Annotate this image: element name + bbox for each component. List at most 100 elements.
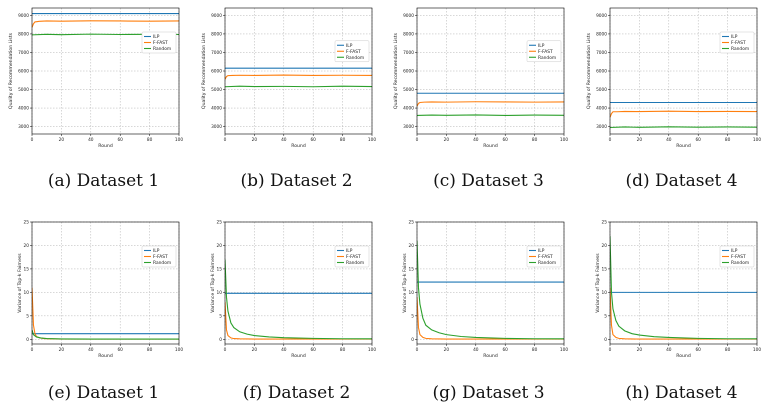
y-tick-label: 5000 <box>596 87 607 93</box>
y-tick-label: 25 <box>602 220 608 226</box>
y-tick-label: 5 <box>26 313 29 319</box>
x-tick-label: 40 <box>281 137 287 143</box>
x-tick-label: 40 <box>88 347 94 353</box>
x-tick-label: 80 <box>340 137 346 143</box>
x-tick-label: 80 <box>532 347 538 353</box>
x-tick-label: 80 <box>147 347 153 353</box>
panel-caption: (e) Dataset 1 <box>48 383 159 403</box>
y-tick-label: 7000 <box>18 50 29 56</box>
y-tick-label: 5000 <box>403 87 414 93</box>
y-tick-label: 5 <box>604 313 607 319</box>
y-axis-label: Variance of Top-k Fairness <box>595 253 601 313</box>
series-line-ffast <box>225 74 372 80</box>
x-tick-label: 20 <box>444 347 450 353</box>
x-tick-label: 40 <box>473 347 479 353</box>
panel-caption: (f) Dataset 2 <box>243 383 351 403</box>
plot-frame <box>609 221 758 345</box>
y-tick-label: 3000 <box>403 124 414 130</box>
legend-label: ILP <box>538 248 545 254</box>
x-axis-label: Round <box>98 143 113 149</box>
legend-label: F-FAST <box>153 254 168 260</box>
x-axis-label: Round <box>291 353 306 359</box>
x-tick-label: 60 <box>310 137 316 143</box>
y-tick-label: 6000 <box>596 69 607 75</box>
y-axis-label: Variance of Top-k Fairness <box>210 253 216 313</box>
y-tick-label: 15 <box>24 266 30 272</box>
series-group <box>417 92 564 117</box>
legend-box <box>141 31 177 54</box>
x-tick-label: 60 <box>502 137 508 143</box>
series-group <box>32 13 179 36</box>
legend-label: ILP <box>346 43 353 49</box>
x-tick-label: 60 <box>117 347 123 353</box>
x-tick-label: 0 <box>416 347 419 353</box>
legend-label: Random <box>538 55 556 61</box>
legend-label: Random <box>731 46 749 52</box>
y-tick-label: 3000 <box>211 124 222 130</box>
legend-box <box>141 245 177 268</box>
x-tick-label: 0 <box>31 347 34 353</box>
panel-caption: (d) Dataset 4 <box>625 171 737 191</box>
x-axis-label: Round <box>98 353 113 359</box>
x-tick-label: 40 <box>666 137 672 143</box>
x-tick-label: 60 <box>310 347 316 353</box>
y-tick-label: 7000 <box>596 50 607 56</box>
legend-label: F-FAST <box>538 49 553 55</box>
y-tick-label: 5 <box>411 313 414 319</box>
x-tick-label: 80 <box>340 347 346 353</box>
x-tick-label: 0 <box>416 137 419 143</box>
series-line-ffast <box>417 101 564 107</box>
x-tick-label: 100 <box>175 137 183 143</box>
legend-label: F-FAST <box>731 254 746 260</box>
y-axis-label: Quality of Recommendation Lists <box>201 32 207 109</box>
y-tick-label: 20 <box>602 243 608 249</box>
y-tick-label: 3000 <box>596 124 607 130</box>
chart-panel-d: 0 20 40 60 80 100 3000 4000 5000 6000 7000 8000 9000… <box>586 7 761 191</box>
y-tick-label: 7000 <box>403 50 414 56</box>
y-axis-label: Quality of Recommendation Lists <box>586 32 592 109</box>
plot-frame <box>31 221 180 345</box>
chart-panel-g: 0 20 40 60 80 100 0 5 10 15 20 25 Round Variance of T… <box>402 220 568 404</box>
y-tick-label: 4000 <box>18 106 29 112</box>
series-line-ffast <box>610 110 757 118</box>
y-tick-label: 15 <box>409 266 415 272</box>
legend-label: Random <box>538 260 556 266</box>
x-tick-label: 0 <box>609 347 612 353</box>
series-line-random <box>417 240 564 340</box>
legend-box <box>526 245 562 268</box>
series-line-ffast <box>225 301 372 340</box>
y-tick-label: 5000 <box>211 87 222 93</box>
x-tick-label: 80 <box>532 137 538 143</box>
y-tick-label: 6000 <box>211 69 222 75</box>
x-tick-label: 20 <box>59 137 65 143</box>
series-group <box>610 101 757 129</box>
legend-label: ILP <box>153 248 160 254</box>
y-tick-label: 15 <box>217 266 223 272</box>
y-tick-label: 0 <box>219 337 222 343</box>
series-group <box>417 240 564 340</box>
x-tick-label: 80 <box>725 347 731 353</box>
x-axis-label: Round <box>676 143 691 149</box>
x-tick-label: 100 <box>753 137 761 143</box>
y-tick-label: 20 <box>217 243 223 249</box>
x-tick-label: 20 <box>637 347 643 353</box>
panel-caption: (b) Dataset 2 <box>240 171 352 191</box>
y-tick-label: 8000 <box>403 31 414 37</box>
legend-label: ILP <box>153 34 160 40</box>
y-tick-label: 25 <box>217 220 223 226</box>
x-tick-label: 100 <box>175 347 183 353</box>
plot-frame <box>416 7 565 135</box>
x-tick-label: 60 <box>502 347 508 353</box>
series-line-random <box>610 236 757 340</box>
x-tick-label: 20 <box>637 137 643 143</box>
legend-label: Random <box>153 260 171 266</box>
x-axis-label: Round <box>676 353 691 359</box>
y-tick-label: 10 <box>217 290 223 296</box>
